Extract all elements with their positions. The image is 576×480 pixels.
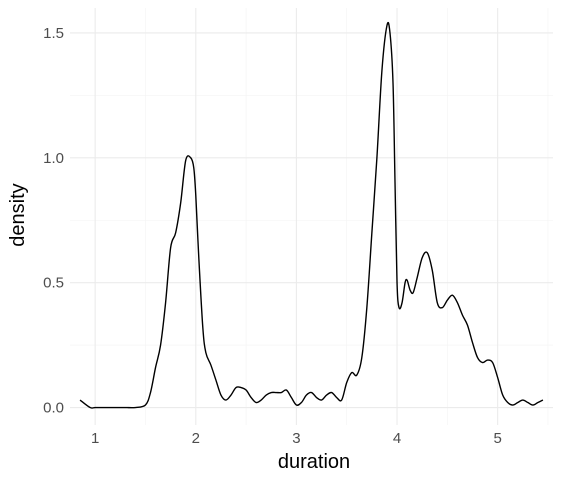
y-tick-label: 1.5 [43,25,64,42]
y-tick-label: 0.0 [43,400,64,417]
x-tick-label: 2 [192,430,200,447]
minor-gridlines-y [70,95,553,346]
x-tick-label: 1 [91,430,99,447]
y-tick-label: 1.0 [43,150,64,167]
y-tick-label: 0.5 [43,275,64,292]
x-axis-title: duration [278,451,350,473]
x-tick-label: 4 [393,430,401,447]
major-gridlines-x [94,8,499,425]
x-tick-label: 5 [493,430,501,447]
y-axis-title: density [7,183,29,246]
x-axis-tick-labels: 1 2 3 4 5 [91,430,502,447]
major-gridlines-y [70,32,553,409]
x-tick-label: 3 [292,430,300,447]
y-axis-tick-labels: 0.0 0.5 1.0 1.5 [43,25,64,417]
minor-gridlines-x [145,8,549,425]
density-curve [79,21,544,409]
